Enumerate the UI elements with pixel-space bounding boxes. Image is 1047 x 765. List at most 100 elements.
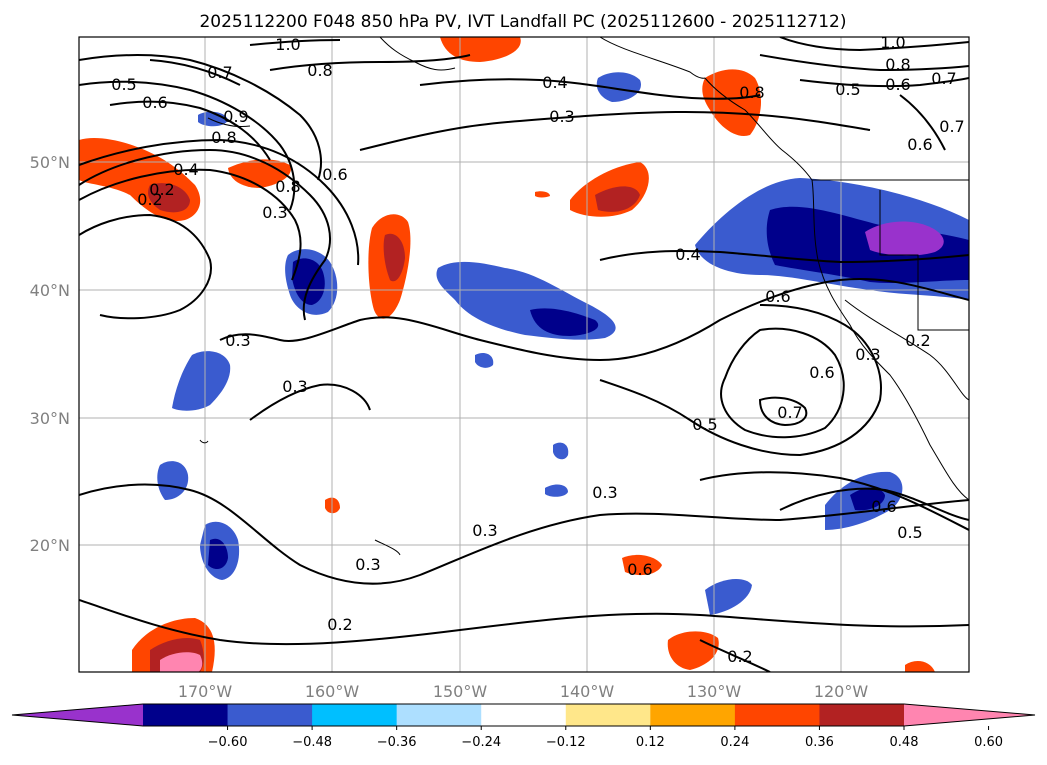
coastlines <box>199 37 969 556</box>
colorbar-extend-low <box>12 704 143 726</box>
contour-0.2-east <box>699 639 771 672</box>
colorbar-tick-label: −0.36 <box>377 735 417 750</box>
navy-area-20n <box>208 538 228 570</box>
contour-0.8-ne <box>759 54 969 72</box>
contour-label: 0.3 <box>355 555 380 574</box>
contour-label: 0.2 <box>905 331 930 350</box>
contour-0.7 <box>758 396 808 427</box>
colorbar-segment <box>734 704 820 726</box>
contour-0.5 <box>599 304 882 457</box>
negative-shading <box>157 72 969 615</box>
contour-label: 1.0 <box>880 33 905 52</box>
contour-label: 1.0 <box>275 35 300 54</box>
navy-area-central <box>530 308 599 336</box>
contour-label: 0.8 <box>739 83 764 102</box>
positive-shading <box>79 37 935 672</box>
map-frame: 1.0 0.7 0.8 0.5 0.6 0.4 0.3 0.2 0.9 0.8 … <box>78 33 970 673</box>
contour-0.7-north <box>149 59 241 86</box>
contour-label: 0.6 <box>322 165 347 184</box>
contour-label: 0.2 <box>137 190 162 209</box>
red-area-nw <box>148 183 190 213</box>
colorbar-segment <box>396 704 482 726</box>
colorbar-segment <box>481 704 567 726</box>
contour-label: 0.5 <box>897 523 922 542</box>
colorbar: −0.60 −0.48 −0.36 −0.24 −0.12 0.12 0.24 0.36 0.4… <box>11 703 1036 750</box>
lat-label: 30°N <box>30 409 70 428</box>
contour-label: 0.8 <box>307 61 332 80</box>
blue-area-170w <box>172 351 231 411</box>
colorbar-extend-high <box>904 704 1035 726</box>
colorbar-segment <box>143 704 229 726</box>
colorbar-outline <box>11 703 1036 727</box>
contour-1.0-north <box>249 39 341 46</box>
lat-label: 50°N <box>30 153 70 172</box>
contour-label: 0.3 <box>262 203 287 222</box>
purple-area-pacnw <box>865 221 944 256</box>
contour-label: 0.8 <box>211 128 236 147</box>
contour-label: 0.5 <box>111 75 136 94</box>
contour-0.3-low <box>249 383 371 421</box>
map-title: 2025112200 F048 850 hPa PV, IVT Landfall… <box>199 12 846 32</box>
contour-0.3-central <box>359 110 871 151</box>
contour-label: 0.8 <box>275 177 300 196</box>
blue-area-southwest <box>157 461 189 500</box>
colorbar-tick-label: 0.36 <box>805 735 834 750</box>
blue-area-small-4 <box>475 353 494 368</box>
orange-area-s-center <box>667 631 719 670</box>
blue-area-small-2 <box>545 484 568 497</box>
contour-0.5-north <box>79 80 296 211</box>
contour-1.0-ne <box>779 37 969 52</box>
colorbar-tick-label: −0.12 <box>546 735 586 750</box>
contour-0.3-south <box>79 483 969 585</box>
contour-0.4-central <box>419 78 761 100</box>
contour-0.4-east <box>599 249 969 264</box>
contour-lines <box>79 37 969 672</box>
contour-label: 0.7 <box>207 63 232 82</box>
contour-label: 0.4 <box>675 245 700 264</box>
blue-area-small-1 <box>705 578 752 615</box>
orange-area-se <box>905 660 935 672</box>
latitude-labels: 50°N 40°N 30°N 20°N <box>30 153 70 555</box>
contour-0.3-mid <box>219 278 969 362</box>
colorbar-segment <box>227 704 313 726</box>
contour-0.4-north <box>79 54 322 181</box>
colorbar-segment <box>312 704 398 726</box>
colorbar-tick-label: 0.60 <box>974 735 1003 750</box>
navy-area-west-low <box>292 258 325 305</box>
orange-area-small-3 <box>535 191 550 198</box>
colorbar-tick-label: −0.24 <box>461 735 501 750</box>
orange-area-nw-2 <box>228 159 291 188</box>
colorbar-tick-label: −0.48 <box>292 735 332 750</box>
contour-label: 0.9 <box>223 107 248 126</box>
contour-label: 0.3 <box>282 377 307 396</box>
orange-area-ak <box>702 69 762 136</box>
contour-label: 0.6 <box>142 93 167 112</box>
contour-0.6 <box>720 327 845 439</box>
navy-area-22n <box>850 487 885 511</box>
contour-label: 0.6 <box>871 497 896 516</box>
contour-0.2-w <box>79 213 212 320</box>
contour-0.2-south <box>79 599 969 646</box>
colorbar-segment <box>650 704 736 726</box>
contour-label: 0.5 <box>692 415 717 434</box>
map-border <box>78 36 970 673</box>
colorbar-segment <box>819 704 905 726</box>
colorbar-tick-label: 0.12 <box>636 735 665 750</box>
contour-label: 0.6 <box>907 135 932 154</box>
contour-label: 0.3 <box>472 521 497 540</box>
contour-label: 0.6 <box>765 287 790 306</box>
pink-area-sw <box>160 652 203 672</box>
colorbar-tick-label: 0.48 <box>890 735 919 750</box>
contour-label: 0.7 <box>939 117 964 136</box>
contour-label: 0.3 <box>549 107 574 126</box>
colorbar-segment <box>565 704 651 726</box>
lon-label: 160°W <box>305 682 360 701</box>
contour-label: 0.6 <box>809 363 834 382</box>
contour-label: 0.3 <box>225 331 250 350</box>
red-area-140w <box>595 186 640 212</box>
contour-0.6-south <box>779 487 969 521</box>
lon-label: 120°W <box>814 682 869 701</box>
contour-label: 0.6 <box>885 75 910 94</box>
longitude-labels: 170°W 160°W 150°W 140°W 130°W 120°W <box>178 682 869 701</box>
